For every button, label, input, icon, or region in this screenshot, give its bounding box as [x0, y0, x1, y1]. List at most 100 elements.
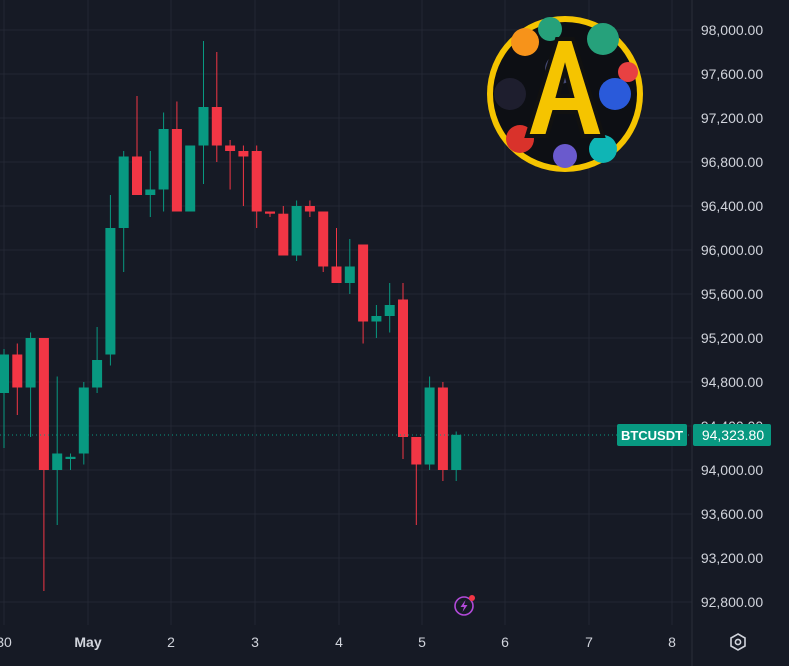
candle-body-up [0, 354, 9, 393]
candle-body-up [78, 387, 89, 454]
candle-body-down [437, 387, 448, 470]
candles [0, 41, 462, 591]
candle [384, 283, 395, 333]
candle [304, 200, 315, 217]
candle [398, 283, 408, 459]
candle [12, 343, 23, 415]
candle-body-down [225, 145, 236, 151]
candle [52, 376, 63, 525]
candle-body-down [211, 107, 222, 146]
candle [92, 327, 103, 393]
candle [118, 151, 129, 272]
candle-body-down [132, 156, 142, 195]
y-tick-label: 94,800.00 [701, 374, 763, 390]
candle-body-down [398, 299, 408, 437]
candle-body-up [371, 316, 382, 322]
x-tick-label: 7 [585, 634, 593, 650]
candle [78, 382, 89, 465]
candle [451, 431, 462, 481]
settings-gear-icon[interactable] [730, 633, 746, 651]
x-tick-label: 8 [668, 634, 676, 650]
y-tick-label: 94,000.00 [701, 462, 763, 478]
candle [0, 349, 9, 448]
candle [371, 305, 382, 338]
y-tick-label: 96,400.00 [701, 198, 763, 214]
candle [171, 101, 182, 212]
symbol-tag-bg [617, 424, 687, 446]
candle-body-down [318, 211, 329, 267]
x-tick-label: 6 [501, 634, 509, 650]
y-tick-label: 92,800.00 [701, 594, 763, 610]
symbol-label: BTCUSDT [621, 428, 683, 443]
candle-body-up [25, 338, 36, 388]
y-tick-label: 93,600.00 [701, 506, 763, 522]
candle-body-up [65, 456, 76, 459]
candle-body-down [331, 266, 342, 283]
candle-body-up [424, 387, 435, 465]
candle [411, 437, 422, 525]
candle [145, 151, 156, 217]
candle [265, 211, 275, 217]
candle [25, 332, 36, 437]
y-tick-label: 93,200.00 [701, 550, 763, 566]
candle [251, 145, 262, 228]
price-label: 94,323.80 [702, 427, 764, 443]
candle-body-up [451, 434, 462, 470]
candle [437, 382, 448, 481]
candle [291, 200, 302, 261]
candle-body-down [278, 213, 289, 256]
candle [344, 239, 355, 294]
candle-body-down [265, 211, 275, 214]
candle [318, 211, 329, 272]
candle [424, 376, 435, 470]
candle-body-up [198, 107, 209, 146]
y-tick-label: 95,200.00 [701, 330, 763, 346]
lightning-replay-icon[interactable] [454, 595, 475, 616]
x-tick-label: 3 [251, 634, 259, 650]
candle-body-down [38, 338, 49, 470]
candle-body-down [238, 151, 249, 157]
candle-body-up [185, 145, 196, 212]
candle [132, 96, 142, 195]
candle-body-down [304, 206, 315, 212]
candle-body-up [291, 206, 302, 256]
candle-body-up [52, 453, 63, 470]
candle-body-down [411, 437, 422, 465]
candle-body-down [171, 129, 182, 212]
price-tag-bg [693, 424, 771, 446]
y-tick-label: 96,000.00 [701, 242, 763, 258]
candle [225, 140, 236, 190]
candle-body-up [384, 305, 395, 316]
candle [238, 145, 249, 206]
y-tick-label: 98,000.00 [701, 22, 763, 38]
x-tick-label: May [74, 634, 101, 650]
candle [38, 338, 49, 591]
candle [198, 41, 209, 184]
candle [278, 206, 289, 256]
candle-body-up [158, 129, 169, 190]
candle-body-up [118, 156, 129, 228]
x-tick-label: 5 [418, 634, 426, 650]
x-tick-label: 4 [335, 634, 343, 650]
time-axis[interactable]: 30 May 2 3 4 5 6 7 8 [0, 634, 676, 650]
x-tick-label: 30 [0, 634, 12, 650]
candle [358, 244, 369, 344]
candle [211, 52, 222, 162]
candle-body-up [105, 228, 116, 355]
candle [185, 145, 196, 212]
y-tick-label: 97,200.00 [701, 110, 763, 126]
y-tick-label: 96,800.00 [701, 154, 763, 170]
candle-body-up [145, 189, 156, 195]
candle-body-down [358, 244, 369, 322]
y-tick-label: 95,600.00 [701, 286, 763, 302]
candle-body-up [92, 360, 103, 388]
y-tick-label: 97,600.00 [701, 66, 763, 82]
candle [105, 195, 116, 366]
candle [331, 228, 342, 283]
candle [158, 112, 169, 212]
crypto-a-logo [487, 16, 643, 172]
symbol-price-tag: BTCUSDT 94,323.80 [617, 424, 771, 446]
